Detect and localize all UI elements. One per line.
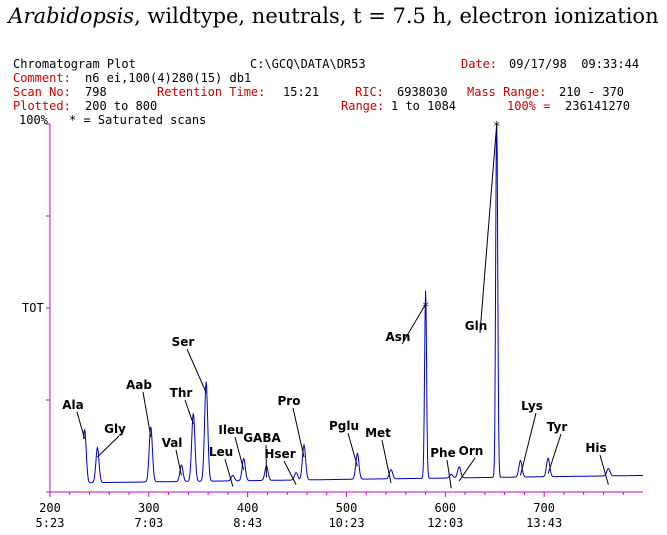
x-tick-scan: 200: [39, 501, 61, 515]
comment-label: Comment:: [13, 71, 71, 85]
x-tick-time: 7:03: [134, 516, 163, 530]
peak-leader-line: [519, 412, 537, 476]
peak-label: Val: [162, 436, 183, 450]
x-tick-time: 5:23: [36, 516, 65, 530]
ric-value: 6938030: [397, 85, 448, 99]
peak-leader-line: [347, 432, 358, 467]
plotted-value: 200 to 800: [85, 99, 158, 113]
mass-range-value: 210 - 370: [559, 85, 625, 99]
chart-title: Arabidopsis, wildtype, neutrals, t = 7.5…: [0, 4, 667, 28]
scan-value: 798: [85, 85, 107, 99]
peak-leader-line: [234, 436, 245, 471]
peak-label: Met: [365, 426, 391, 440]
y-axis-label: TOT: [22, 301, 44, 315]
peak-leader-line: [381, 439, 392, 483]
data-path: C:\GCQ\DATA\DR53: [250, 57, 366, 71]
x-tick-scan: 600: [434, 501, 456, 515]
ric-label: RIC:: [355, 85, 384, 99]
peak-leader-line: [479, 123, 498, 334]
peak-label: GABA: [243, 431, 281, 445]
plot-name: Chromatogram Plot: [13, 57, 136, 71]
peak-leader-line: [142, 391, 152, 437]
saturated-marker: *: [422, 299, 429, 313]
retention-value: 15:21: [283, 85, 320, 99]
x-tick-time: 13:43: [526, 516, 562, 530]
x-tick-scan: 300: [138, 501, 160, 515]
chromatogram-trace: [83, 123, 643, 484]
peak-leader-line: [547, 433, 562, 474]
top-percent: 100%: [19, 113, 48, 127]
date-label: Date:: [461, 57, 498, 71]
x-tick-scan: 400: [237, 501, 259, 515]
retention-label: Retention Time:: [157, 85, 266, 99]
peak-label: Pglu: [329, 419, 359, 433]
peak-leader-line: [283, 460, 297, 485]
peak-leader-line: [401, 304, 426, 345]
peak-label: Thr: [170, 386, 193, 400]
peak-label: Tyr: [547, 420, 568, 434]
x-tick-time: 12:03: [427, 516, 463, 530]
x-tick-scan: 700: [533, 501, 555, 515]
scan-label: Scan No:: [13, 85, 71, 99]
peak-leader-line: [186, 348, 207, 393]
peak-leader-line: [97, 435, 120, 458]
peak-label: Ser: [172, 335, 195, 349]
peak-label: Ala: [62, 398, 84, 412]
percent-value: 236141270: [565, 99, 631, 113]
peak-label: Gly: [104, 422, 126, 436]
comment-value: n6 ei,100(4)280(15) db1: [85, 71, 252, 85]
mass-range-label: Mass Range:: [467, 85, 547, 99]
x-tick-scan: 500: [336, 501, 358, 515]
title-conditions: , wildtype, neutrals, t = 7.5 h, electro…: [134, 4, 659, 28]
peak-leader-line: [76, 411, 86, 439]
peak-label: Phe: [430, 446, 455, 460]
peak-label: Lys: [521, 399, 543, 413]
percent-label: 100% =: [507, 99, 551, 113]
peak-label: Leu: [209, 445, 233, 459]
peak-leader-line: [184, 399, 194, 425]
range-label: Range:: [341, 99, 385, 113]
peak-leader-line: [175, 449, 182, 476]
peak-label: Hser: [264, 447, 295, 461]
peak-leader-line: [292, 407, 305, 458]
plotted-label: Plotted:: [13, 99, 71, 113]
x-tick-time: 10:23: [328, 516, 364, 530]
peak-label: Orn: [459, 444, 484, 458]
peak-label: Aab: [126, 378, 152, 392]
saturated-note: * = Saturated scans: [69, 113, 207, 127]
peak-label: Pro: [278, 394, 301, 408]
peak-leader-line: [446, 459, 452, 489]
peak-label: Gln: [465, 319, 488, 333]
x-tick-time: 8:43: [233, 516, 262, 530]
title-species: Arabidopsis: [8, 4, 135, 28]
peak-leader-line: [458, 457, 476, 482]
peak-leader-line: [224, 458, 234, 487]
peak-leader-line: [599, 454, 609, 485]
date-value: 09/17/98 09:33:44: [509, 57, 640, 71]
peak-label: Asn: [386, 330, 411, 344]
range-value: 1 to 1084: [391, 99, 457, 113]
peak-label: His: [585, 441, 606, 455]
peak-label: Ileu: [218, 423, 243, 437]
